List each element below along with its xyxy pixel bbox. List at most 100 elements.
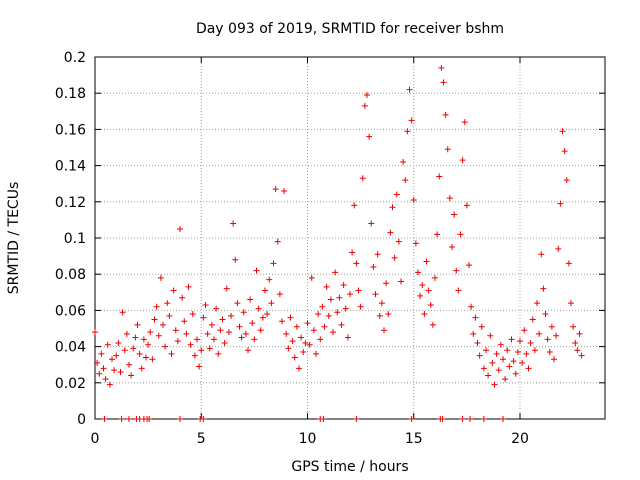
data-point: [451, 211, 458, 218]
data-point: [245, 347, 251, 354]
data-point: [439, 416, 446, 422]
data-point: [353, 260, 360, 267]
data-point: [517, 338, 523, 345]
data-point: [446, 195, 453, 202]
data-point: [519, 359, 526, 366]
data-point: [467, 416, 474, 422]
data-point: [334, 309, 341, 316]
data-point: [534, 300, 540, 307]
data-point: [344, 334, 351, 341]
data-point: [234, 300, 241, 307]
data-point: [323, 283, 330, 290]
data-point: [572, 339, 579, 346]
data-point: [208, 321, 215, 328]
data-point: [206, 345, 213, 352]
data-point: [359, 175, 366, 182]
data-point: [177, 416, 183, 422]
data-point: [500, 356, 506, 363]
data-point: [219, 316, 226, 323]
data-point: [476, 352, 483, 359]
data-point: [427, 301, 434, 308]
data-point: [215, 350, 222, 357]
data-point: [200, 416, 207, 422]
data-point: [113, 352, 120, 359]
data-point: [508, 336, 515, 343]
data-point: [432, 274, 438, 281]
data-point: [321, 323, 328, 330]
data-point: [332, 269, 339, 276]
data-point: [104, 341, 111, 348]
data-point: [191, 352, 198, 359]
data-point: [544, 336, 551, 343]
data-point: [472, 314, 479, 321]
data-point: [157, 274, 164, 281]
data-point: [240, 309, 247, 316]
data-point: [94, 359, 101, 366]
data-point: [217, 327, 224, 334]
data-point: [546, 349, 553, 356]
data-point: [100, 365, 107, 372]
data-point: [119, 309, 126, 316]
data-point: [230, 220, 237, 227]
data-point: [319, 303, 326, 310]
data-point: [213, 305, 220, 312]
x-tick-label: 20: [511, 431, 529, 447]
data-point: [128, 372, 135, 379]
data-point: [466, 262, 472, 269]
data-point: [196, 363, 203, 370]
data-point: [368, 220, 375, 227]
data-point: [353, 416, 360, 422]
y-tick-label: 0.12: [55, 195, 86, 211]
data-point: [164, 300, 171, 307]
data-point: [436, 173, 443, 180]
data-point: [198, 347, 205, 354]
data-point: [421, 311, 428, 318]
data-point: [480, 365, 487, 372]
data-point: [408, 117, 415, 124]
data-point: [349, 249, 356, 256]
chart-title: Day 093 of 2019, SRMTID for receiver bsh…: [196, 21, 504, 37]
data-point: [497, 341, 504, 348]
data-point: [398, 278, 404, 285]
data-point: [126, 361, 132, 368]
data-point: [444, 146, 451, 153]
data-point: [315, 311, 322, 318]
data-point: [551, 356, 557, 363]
data-point: [470, 330, 477, 337]
data-point: [376, 312, 383, 319]
data-point: [536, 330, 543, 337]
data-point: [555, 245, 562, 252]
data-point: [289, 338, 296, 345]
data-point: [366, 133, 373, 140]
x-axis-label: GPS time / hours: [291, 459, 408, 475]
y-tick-label: 0.02: [55, 376, 86, 392]
data-point: [268, 300, 275, 307]
data-point: [506, 363, 513, 370]
data-point: [146, 416, 153, 422]
data-point: [559, 128, 566, 135]
data-point: [262, 287, 268, 294]
y-tick-label: 0.2: [64, 50, 86, 66]
data-point: [143, 354, 149, 361]
data-point: [153, 303, 160, 310]
data-point: [417, 292, 424, 299]
data-point: [378, 300, 385, 307]
data-point: [412, 240, 419, 247]
data-point: [121, 347, 128, 354]
data-point: [300, 349, 307, 356]
data-point: [255, 305, 262, 312]
data-point: [247, 296, 254, 303]
data-point: [393, 191, 400, 198]
data-point: [162, 343, 169, 350]
data-point: [202, 301, 209, 308]
data-point: [480, 416, 487, 422]
data-point: [474, 339, 481, 346]
data-point: [529, 316, 536, 323]
data-point: [385, 311, 392, 318]
data-point: [438, 64, 445, 71]
data-point: [387, 229, 394, 236]
data-point: [287, 314, 294, 321]
data-point: [357, 303, 364, 310]
data-point: [236, 323, 243, 330]
data-point: [136, 350, 143, 357]
